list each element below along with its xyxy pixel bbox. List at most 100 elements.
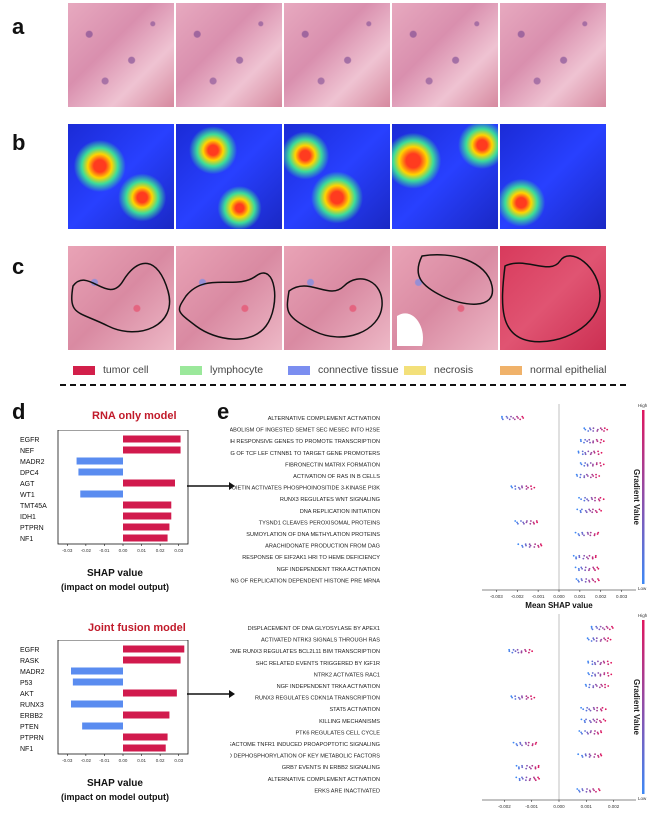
he-tile-3 (283, 2, 391, 108)
panel-label-b: b (12, 130, 26, 155)
swarm-point (581, 754, 583, 757)
swarm-point (528, 543, 531, 546)
swarm-point (594, 674, 597, 677)
swarm-point (575, 578, 578, 580)
swarm-point (581, 533, 584, 535)
pathway-label: GLI PROTEINS BIND PROMOTERS OF HH RESPON… (230, 439, 380, 445)
swarm-point (514, 488, 517, 490)
swarm-point (597, 567, 600, 570)
swarm-point (598, 508, 601, 511)
pathway-label: NGF INDEPENDENT TRKA ACTIVATION (277, 684, 380, 690)
swarm-point (596, 706, 599, 709)
swarm-point (581, 788, 584, 790)
swarm-point (589, 441, 591, 444)
swarm-point (583, 476, 586, 479)
swarm-point (534, 779, 537, 782)
segmentation-tile-4 (391, 245, 499, 351)
swarm-point (581, 453, 584, 456)
swarm-point (584, 451, 587, 454)
legend-swatch-lymphocyte (180, 366, 202, 375)
swarm-point (516, 744, 519, 747)
swarm-point (588, 686, 591, 689)
rna-shap-chart: EGFR NEF MADR2 DPC4 AGT WT1 TMT45A IDH1 PTPRN NF1… (20, 430, 189, 553)
swarm-point (592, 706, 595, 709)
swarm-point (527, 486, 529, 489)
rna-xlabel: SHAP value (87, 568, 143, 579)
swarm-point (519, 418, 522, 421)
swarm-point (517, 543, 520, 546)
pathway-label: SHC RELATED EVENTS TRIGGERED BY IGF1R (256, 661, 380, 667)
swarm-point (589, 534, 592, 537)
legend-swatch-tumor-cell (73, 366, 95, 375)
shap-bar (78, 468, 123, 476)
swarm-point (589, 531, 592, 534)
tick-label: 0.001 (581, 804, 593, 809)
swarm-point (592, 637, 595, 640)
swarm-point (603, 661, 606, 664)
tick-label: -0.001 (532, 594, 545, 599)
colorbar-low-label: Low (638, 796, 647, 801)
swarm-point (517, 651, 520, 654)
gene-label: PTEN (20, 724, 39, 731)
swarm-point (609, 638, 612, 641)
swarm-point (525, 488, 528, 490)
swarm-point (586, 463, 589, 466)
swarm-point (583, 554, 586, 557)
arrow-icon (187, 690, 235, 698)
rna-xlabel2: (impact on model output) (61, 582, 169, 592)
swarm-point (525, 521, 528, 524)
shap-bar (82, 722, 123, 730)
swarm-point (524, 543, 527, 546)
swarm-point (596, 718, 599, 721)
swarm-point (537, 764, 540, 767)
swarm-point (524, 650, 527, 653)
swarm-point (574, 531, 577, 534)
legend-label-necrosis: necrosis (434, 364, 474, 376)
swarm-point (577, 451, 580, 454)
swarm-point (585, 709, 588, 712)
swarm-point (579, 473, 582, 476)
swarm-point (528, 546, 531, 548)
swarm-point (580, 578, 583, 580)
swarm-point (590, 640, 593, 642)
pathway-label: RESPONSE OF EIF2AK1 HRI TO HEME DEFICIEN… (242, 555, 380, 561)
swarm-point (512, 417, 515, 419)
he-tile-1 (67, 2, 175, 108)
swarm-point (535, 741, 538, 744)
swarm-point (606, 627, 609, 629)
swarm-point (589, 731, 592, 734)
swarm-point (597, 579, 600, 582)
shap-bar (76, 457, 123, 465)
colorbar (642, 410, 645, 584)
swarm-point (525, 695, 528, 698)
swarm-point (534, 766, 537, 769)
swarm-point (508, 418, 511, 421)
pathway-shap-bottom-chart: DISPLACEMENT OF DNA GLYOSYLASE BY APEX1 A… (230, 613, 648, 809)
panel-label-a: a (12, 14, 25, 39)
swarm-point (593, 451, 596, 454)
swarm-point (591, 672, 594, 674)
swarm-point (588, 508, 591, 511)
swarm-point (606, 672, 609, 674)
tick-label: 0.01 (137, 548, 146, 553)
shap-bar (123, 744, 166, 752)
legend-label-normal-epithelial: normal epithelial (530, 364, 607, 376)
swarm-point (581, 579, 583, 582)
pathway-label: FIBRONECTIN MATRIX FORMATION (285, 462, 380, 468)
swarm-point (576, 788, 579, 790)
pathway-label: ACTIVATED NTRK3 SIGNALS THROUGH RAS (261, 638, 380, 644)
swarm-point (524, 741, 527, 744)
swarm-point (518, 488, 521, 490)
swarm-point (598, 789, 601, 792)
tumor-contour (397, 254, 494, 346)
gene-label: P53 (20, 680, 33, 687)
swarm-point (575, 557, 578, 560)
shap-bar (123, 689, 177, 697)
tick-label: 0.000 (553, 594, 565, 599)
pathway-label: ALTERNATIVE COMPLEMENT ACTIVATION (268, 777, 380, 783)
swarm-point (532, 521, 535, 524)
swarm-point (525, 698, 528, 700)
gene-label: RUNX3 (20, 702, 44, 709)
swarm-point (587, 430, 590, 432)
swarm-point (522, 521, 525, 524)
